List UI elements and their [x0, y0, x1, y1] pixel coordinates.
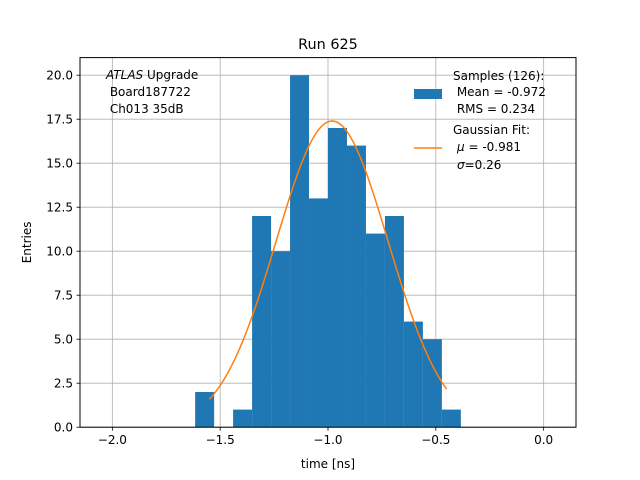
histogram-bar — [346, 145, 366, 428]
y-axis: 0.0 2.5 5.0 7.5 10.0 12.5 15.0 17.5 20.0 — [46, 69, 80, 435]
histogram-bar — [195, 392, 215, 428]
svg-text:ATLAS Upgrade: ATLAS Upgrade — [105, 68, 198, 82]
svg-text:σ=0.26: σ=0.26 — [457, 158, 501, 172]
annotation-upgrade: Upgrade — [143, 68, 198, 82]
y-tick-label: 7.5 — [54, 289, 73, 303]
annotation-channel: Ch013 35dB — [106, 102, 184, 116]
histogram-bar — [233, 409, 253, 428]
y-tick-label: 2.5 — [54, 377, 73, 391]
y-tick-label: 20.0 — [46, 69, 73, 83]
legend-fit-mu-value: = -0.981 — [465, 140, 521, 154]
histogram-bar — [403, 321, 423, 428]
legend-hist-label-3: RMS = 0.234 — [453, 102, 535, 116]
histogram-bar — [365, 233, 385, 428]
legend-hist-swatch — [414, 89, 442, 99]
x-tick-label: −1.5 — [206, 433, 235, 447]
x-tick-label: 0.0 — [534, 433, 553, 447]
gaussian-fit-curve — [208, 120, 448, 400]
histogram-bar — [441, 409, 461, 428]
x-axis: −2.0 −1.5 −1.0 −0.5 0.0 — [98, 427, 553, 447]
annotation-text: ATLAS Upgrade Board187722 Ch013 35dB — [105, 68, 198, 116]
legend-hist-label-1: Samples (126): — [453, 69, 544, 83]
y-tick-label: 17.5 — [46, 113, 73, 127]
chart-title: Run 625 — [298, 37, 358, 53]
histogram-bar — [271, 251, 291, 428]
y-tick-label: 5.0 — [54, 333, 73, 347]
legend-fit-mu-symbol: μ — [456, 140, 465, 154]
annotation-board: Board187722 — [106, 85, 191, 99]
y-tick-label: 0.0 — [54, 421, 73, 435]
histogram-bars — [195, 75, 461, 428]
y-tick-label: 10.0 — [46, 245, 73, 259]
x-tick-label: −0.5 — [421, 433, 450, 447]
histogram-bar — [384, 216, 404, 428]
x-tick-label: −1.0 — [313, 433, 342, 447]
histogram-bar — [309, 198, 328, 428]
y-axis-label: Entries — [20, 222, 34, 264]
fit-curve-line — [208, 120, 448, 400]
legend-hist-label-2: Mean = -0.972 — [453, 85, 546, 99]
legend-fit-sigma-symbol: σ — [457, 158, 465, 172]
legend-fit-sigma-value: =0.26 — [465, 158, 502, 172]
x-axis-label: time [ns] — [301, 457, 355, 471]
svg-text:μ = -0.981: μ = -0.981 — [456, 140, 521, 154]
legend-fit-label-1: Gaussian Fit: — [453, 123, 530, 137]
histogram-bar — [290, 75, 310, 428]
annotation-atlas: ATLAS — [105, 68, 144, 82]
histogram-bar — [252, 216, 272, 428]
y-tick-label: 15.0 — [46, 157, 73, 171]
histogram-bar — [328, 128, 347, 428]
x-tick-label: −2.0 — [98, 433, 127, 447]
legend: Samples (126): Mean = -0.972 RMS = 0.234… — [414, 69, 546, 172]
y-tick-label: 12.5 — [46, 201, 73, 215]
histogram-bar — [422, 339, 442, 428]
